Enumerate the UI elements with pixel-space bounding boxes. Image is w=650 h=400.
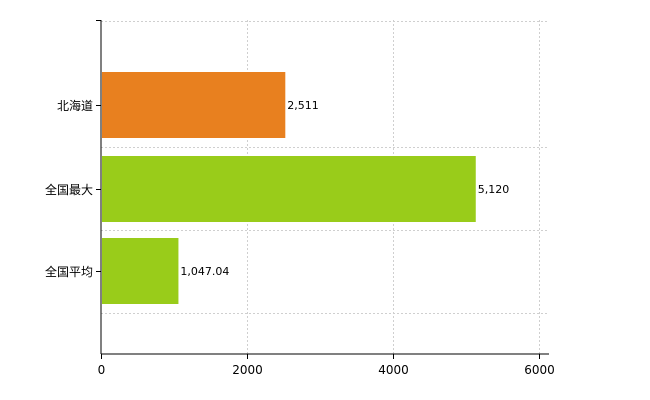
y-tick-label: 全国最大 xyxy=(45,182,93,197)
data-label: 1,047.04 xyxy=(180,265,229,278)
x-tick-label: 4000 xyxy=(378,363,409,377)
bars xyxy=(102,72,476,304)
bar xyxy=(102,238,179,304)
data-label: 5,120 xyxy=(478,183,510,196)
data-label: 2,511 xyxy=(287,99,319,112)
bar xyxy=(102,156,476,222)
axes xyxy=(100,20,549,355)
grid-lines xyxy=(101,20,549,354)
x-tick-label: 6000 xyxy=(524,363,555,377)
y-tick-label: 北海道 xyxy=(57,98,93,113)
x-tick-label: 2000 xyxy=(232,363,263,377)
bar xyxy=(102,72,286,138)
y-tick-label: 全国平均 xyxy=(45,264,93,279)
x-tick-label: 0 xyxy=(98,363,106,377)
labels: 2,511 5,120 1,047.04 xyxy=(180,99,509,278)
